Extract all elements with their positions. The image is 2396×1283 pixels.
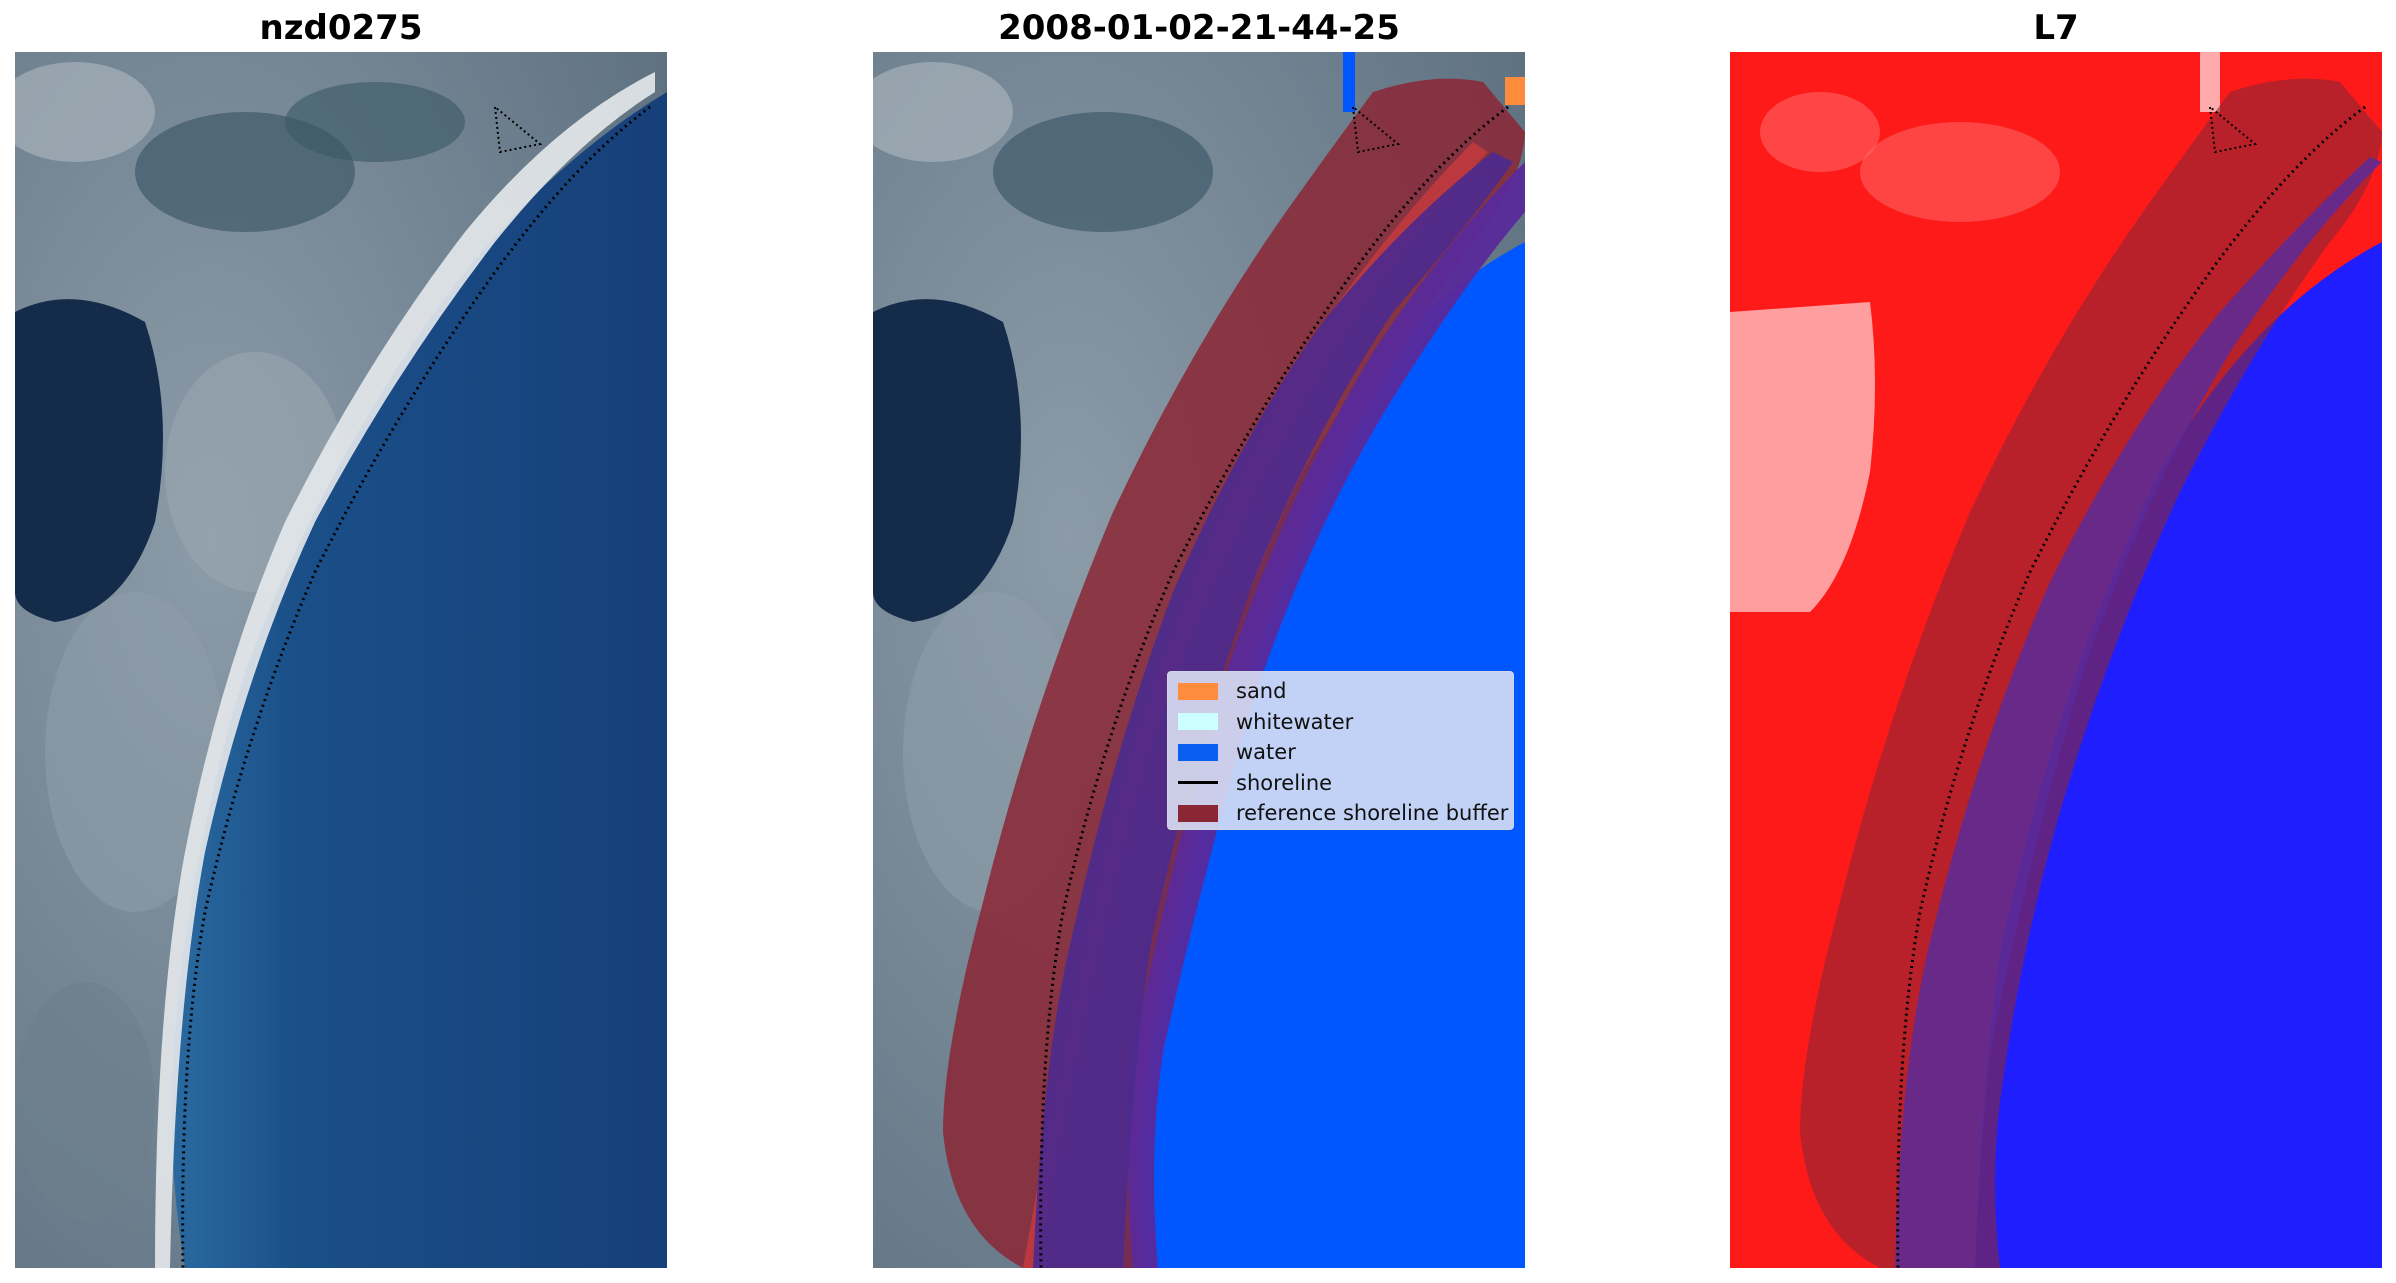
panel-title-classified: 2008-01-02-21-44-25: [998, 8, 1400, 48]
legend-item-shoreline: shoreline: [1178, 768, 1503, 799]
legend-swatch-sand: [1178, 682, 1218, 700]
legend-label: whitewater: [1236, 709, 1354, 734]
legend-swatch-whitewater: [1178, 713, 1218, 731]
legend-swatch-water: [1178, 743, 1218, 761]
rgb-satellite-image: [15, 52, 667, 1268]
mndwi-index-image: [1730, 52, 2382, 1268]
legend-label: reference shoreline buffer: [1236, 801, 1509, 826]
legend-item-sand: sand: [1178, 676, 1503, 707]
legend-line-shoreline: [1178, 781, 1218, 785]
panel-title-index: L7: [2033, 8, 2079, 48]
panel-title-rgb: nzd0275: [259, 8, 423, 48]
legend-label: shoreline: [1236, 770, 1333, 795]
legend-item-water: water: [1178, 737, 1503, 768]
legend-item-buffer: reference shoreline buffer: [1178, 798, 1508, 829]
classified-image: [873, 52, 1525, 1268]
legend-swatch-buffer: [1178, 804, 1218, 822]
legend-label: water: [1236, 740, 1296, 765]
panel-index: L7: [1730, 0, 2382, 1283]
legend-label: sand: [1236, 679, 1287, 704]
panel-rgb: nzd0275: [15, 0, 667, 1283]
legend-item-whitewater: whitewater: [1178, 707, 1503, 738]
panel-classified: 2008-01-02-21-44-25: [873, 0, 1525, 1283]
legend: sand whitewater water shoreline referenc…: [1167, 671, 1514, 830]
